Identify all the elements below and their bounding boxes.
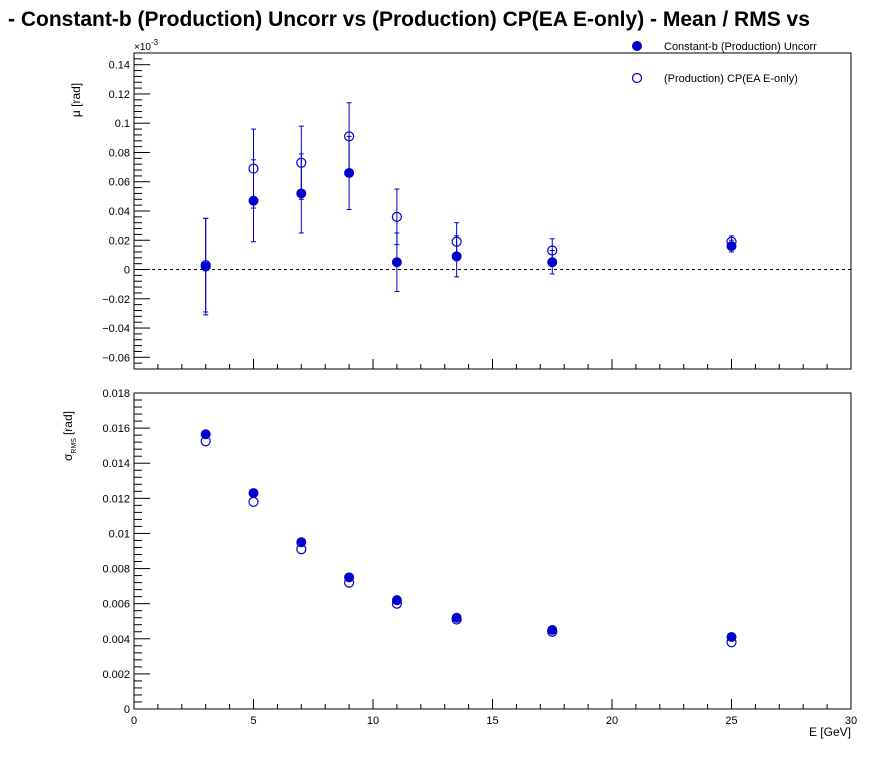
legend: Constant-b (Production) Uncorr (Producti…: [631, 41, 817, 85]
mean-panel: −0.06 −0.04 −0.02 0 0.02 0.04 0.06 0.08 0.1 0.12 0…: [69, 38, 852, 370]
data-point-open: [296, 157, 307, 168]
y-tick-label: 0.016: [102, 423, 130, 435]
rms-panel-frame: [133, 392, 852, 710]
data-point-filled: [200, 429, 211, 440]
y-tick-label: 0.01: [109, 528, 130, 540]
mean-data-marks: [200, 102, 737, 316]
data-point-open: [344, 131, 355, 142]
x-tick-label: 10: [367, 715, 379, 727]
mean-y-axis-label: μ [rad]: [69, 83, 83, 117]
data-point-open: [451, 236, 462, 247]
data-point-open: [726, 637, 737, 648]
data-point-filled: [248, 488, 259, 499]
data-point-open: [200, 260, 211, 271]
y-tick-label: 0.04: [109, 206, 130, 218]
y-tick-label: 0.12: [109, 89, 130, 101]
x-tick-label: 25: [725, 715, 737, 727]
mean-panel-frame: [133, 52, 852, 370]
data-point-open: [344, 577, 355, 588]
data-point-filled: [296, 537, 307, 548]
data-point-open: [248, 163, 259, 174]
data-point-open: [547, 245, 558, 256]
y-tick-label: −0.06: [102, 352, 130, 364]
y-tick-label: 0.1: [115, 118, 130, 130]
data-point-open: [296, 544, 307, 555]
y-tick-label: 0: [124, 704, 130, 716]
y-tick-label: 0.004: [102, 634, 130, 646]
legend-entry-1: (Production) CP(EA E-only): [664, 73, 798, 85]
chart-title: - Constant-b (Production) Uncorr vs (Pro…: [8, 8, 810, 31]
data-point-filled: [391, 595, 402, 606]
rms-x-axis: 0 5 10 15 20 25 30: [131, 699, 857, 727]
y-tick-label: 0: [124, 265, 130, 277]
legend-marker-filled: [632, 41, 642, 51]
y-tick-label: 0.018: [102, 388, 130, 400]
y-tick-label: −0.02: [102, 294, 130, 306]
mean-y-axis: −0.06 −0.04 −0.02 0 0.02 0.04 0.06 0.08 0.1 0.12 0…: [102, 52, 150, 370]
data-point-open: [547, 626, 558, 637]
x-tick-label: 5: [250, 715, 256, 727]
x-axis-label: E [GeV]: [809, 725, 851, 739]
data-point-open: [391, 598, 402, 609]
data-point-filled: [726, 632, 737, 643]
data-point-open: [200, 436, 211, 447]
y-tick-label: 0.08: [109, 147, 130, 159]
y-tick-label: 0.006: [102, 599, 130, 611]
y-tick-label: −0.04: [102, 323, 130, 335]
data-point-open: [726, 236, 737, 247]
x-tick-label: 15: [486, 715, 498, 727]
data-point-filled: [344, 572, 355, 583]
rms-data-marks: [200, 429, 737, 648]
data-point-filled: [391, 257, 402, 268]
exponent-label: ×10-3: [134, 38, 159, 53]
y-tick-label: 0.008: [102, 564, 130, 576]
mean-x-ticks: [133, 359, 852, 369]
y-tick-label: 0.14: [109, 60, 130, 72]
y-tick-label: 0.002: [102, 669, 130, 681]
rms-panel: 0 0.002 0.004 0.006 0.008 0.01 0.012 0.014 0.016…: [61, 388, 857, 739]
y-tick-label: 0.06: [109, 177, 130, 189]
rms-y-axis-label: σRMS[rad]: [61, 411, 78, 461]
legend-marker-open: [631, 72, 643, 84]
data-point-open: [451, 614, 462, 625]
y-tick-label: 0.012: [102, 493, 130, 505]
legend-entry-0: Constant-b (Production) Uncorr: [664, 41, 817, 53]
y-tick-label: 0.014: [102, 458, 130, 470]
y-tick-label: 0.02: [109, 235, 130, 247]
x-tick-label: 30: [845, 715, 857, 727]
data-point-open: [248, 496, 259, 507]
data-point-open: [391, 211, 402, 222]
x-tick-label: 20: [606, 715, 618, 727]
x-tick-label: 0: [131, 715, 137, 727]
rms-y-axis: 0 0.002 0.004 0.006 0.008 0.01 0.012 0.014 0.016…: [102, 388, 150, 716]
